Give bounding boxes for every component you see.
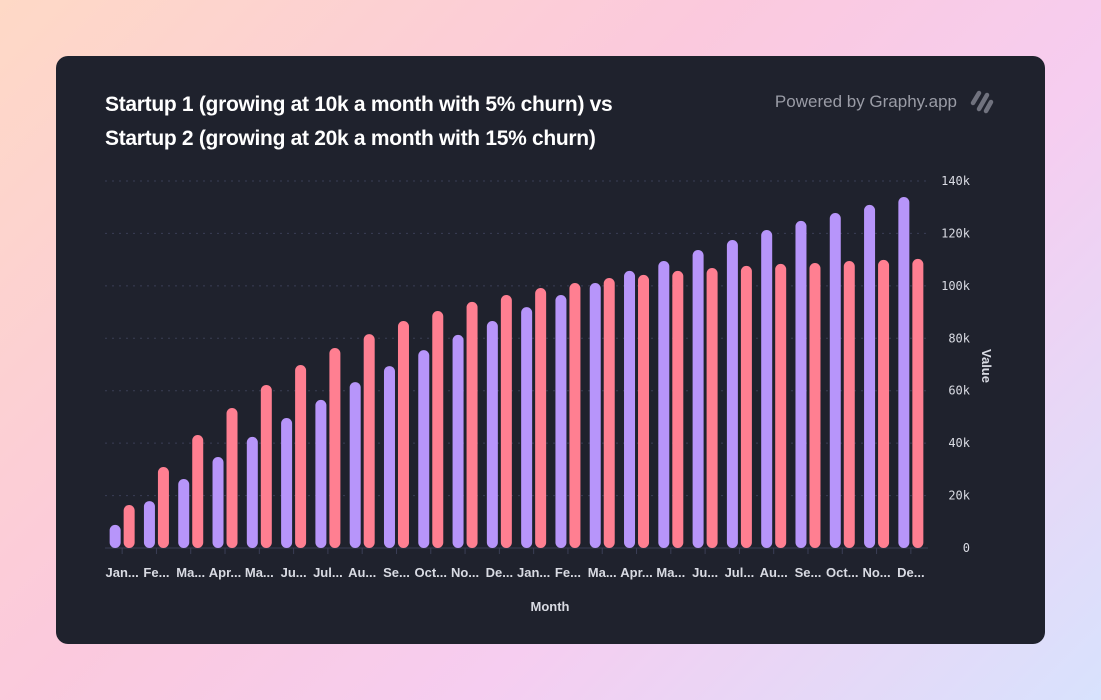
x-tick-label: No... xyxy=(862,565,890,580)
x-axis-title: Month xyxy=(531,599,570,614)
bar-startup-1[interactable] xyxy=(281,417,293,548)
bar-startup-2[interactable] xyxy=(535,287,547,548)
bar-startup-1[interactable] xyxy=(109,524,121,548)
bar-chart: Jan... Fe... Ma... Apr... Ma... Ju... Jul... Au… xyxy=(105,174,994,614)
y-tick-label: 20k xyxy=(948,489,970,503)
x-tick-label: Ma... xyxy=(588,565,617,580)
bar-startup-2[interactable] xyxy=(809,263,821,548)
y-axis-title: Value xyxy=(979,349,994,383)
bar-startup-1[interactable] xyxy=(589,282,601,548)
bar-startup-1[interactable] xyxy=(692,249,704,548)
x-tick-label: Se... xyxy=(795,565,822,580)
chart-title: Startup 1 (growing at 10k a month with 5… xyxy=(105,88,725,156)
bar-startup-2[interactable] xyxy=(740,265,752,548)
bar-startup-1[interactable] xyxy=(349,382,361,548)
bar-startup-1[interactable] xyxy=(212,457,224,548)
x-tick-label: Jul... xyxy=(313,565,343,580)
bar-startup-2[interactable] xyxy=(500,295,512,548)
bar-startup-2[interactable] xyxy=(912,258,924,548)
bar-startup-2[interactable] xyxy=(878,259,890,548)
x-tick-label: Jan... xyxy=(517,565,550,580)
bar-startup-1[interactable] xyxy=(658,260,670,548)
x-tick-label: Ju... xyxy=(692,565,718,580)
y-tick-label: 80k xyxy=(948,331,970,345)
bar-startup-1[interactable] xyxy=(178,479,190,548)
x-tick-label: Oct... xyxy=(826,565,859,580)
chart-title-line-2: Startup 2 (growing at 20k a month with 1… xyxy=(105,127,596,150)
bar-startup-1[interactable] xyxy=(898,196,910,548)
bar-startup-1[interactable] xyxy=(829,212,841,548)
bar-startup-2[interactable] xyxy=(397,320,409,548)
x-tick-label: Fe... xyxy=(143,565,169,580)
x-tick-label: Se... xyxy=(383,565,410,580)
bar-startup-2[interactable] xyxy=(157,466,169,548)
bar-startup-1[interactable] xyxy=(418,350,430,548)
bar-startup-2[interactable] xyxy=(706,268,718,548)
bar-startup-1[interactable] xyxy=(555,295,567,548)
bar-startup-2[interactable] xyxy=(192,435,204,548)
x-tick-label: Jan... xyxy=(106,565,139,580)
x-tick-label: Jul... xyxy=(725,565,755,580)
x-tick-label: Oct... xyxy=(415,565,448,580)
y-tick-label: 60k xyxy=(948,384,970,398)
x-tick-label: Fe... xyxy=(555,565,581,580)
bar-startup-1[interactable] xyxy=(143,501,155,548)
bar-startup-1[interactable] xyxy=(383,366,395,548)
x-tick-label: De... xyxy=(897,565,924,580)
bar-startup-1[interactable] xyxy=(761,230,773,548)
y-tick-label: 100k xyxy=(941,279,971,293)
x-tick-label: Ma... xyxy=(245,565,274,580)
chart-card: Startup 1 (growing at 10k a month with 5… xyxy=(56,56,1045,644)
y-tick-label: 120k xyxy=(941,226,971,240)
x-tick-label: Apr... xyxy=(620,565,653,580)
bar-startup-2[interactable] xyxy=(569,282,581,548)
chart-title-line-1: Startup 1 (growing at 10k a month with 5… xyxy=(105,93,613,116)
bar-startup-1[interactable] xyxy=(726,239,738,548)
bar-startup-1[interactable] xyxy=(452,334,464,548)
bar-startup-2[interactable] xyxy=(295,365,307,548)
powered-by-text: Powered by Graphy.app xyxy=(774,92,957,111)
bar-startup-1[interactable] xyxy=(795,220,807,549)
x-tick-label: Au... xyxy=(348,565,376,580)
bar-startup-2[interactable] xyxy=(466,301,478,548)
x-axis: Jan... Fe... Ma... Apr... Ma... Ju... Jul... Au… xyxy=(106,548,925,580)
bar-startup-2[interactable] xyxy=(672,270,684,548)
x-tick-label: Ju... xyxy=(281,565,307,580)
bar-startup-2[interactable] xyxy=(638,274,650,548)
bar-startup-2[interactable] xyxy=(363,334,375,548)
y-tick-label: 140k xyxy=(941,174,971,188)
bar-startup-2[interactable] xyxy=(843,260,855,548)
y-axis: 0 20k 40k 60k 80k 100k 120k 140k xyxy=(941,174,971,555)
bar-startup-2[interactable] xyxy=(775,263,787,548)
bar-startup-2[interactable] xyxy=(329,347,341,548)
bar-startup-1[interactable] xyxy=(315,399,327,548)
bar-startup-1[interactable] xyxy=(864,204,876,549)
x-tick-label: No... xyxy=(451,565,479,580)
powered-by-link[interactable]: Powered by Graphy.app xyxy=(775,89,995,115)
bar-startup-2[interactable] xyxy=(123,505,135,548)
bar-startup-1[interactable] xyxy=(486,320,498,548)
bar-startup-1[interactable] xyxy=(246,436,258,548)
bar-startup-1[interactable] xyxy=(521,307,533,548)
y-tick-label: 40k xyxy=(948,436,970,450)
y-tick-label: 0 xyxy=(963,541,970,555)
bar-startup-1[interactable] xyxy=(624,270,636,548)
x-tick-label: Ma... xyxy=(656,565,685,580)
bar-startup-2[interactable] xyxy=(260,384,272,548)
x-tick-label: Au... xyxy=(760,565,788,580)
bars xyxy=(109,196,924,549)
x-tick-label: Ma... xyxy=(176,565,205,580)
bar-startup-2[interactable] xyxy=(603,277,615,548)
x-tick-label: Apr... xyxy=(209,565,242,580)
x-tick-label: De... xyxy=(486,565,513,580)
bar-startup-2[interactable] xyxy=(226,408,238,548)
graphy-logo-icon xyxy=(970,90,994,114)
gridlines xyxy=(105,180,928,549)
bar-startup-2[interactable] xyxy=(432,311,444,548)
